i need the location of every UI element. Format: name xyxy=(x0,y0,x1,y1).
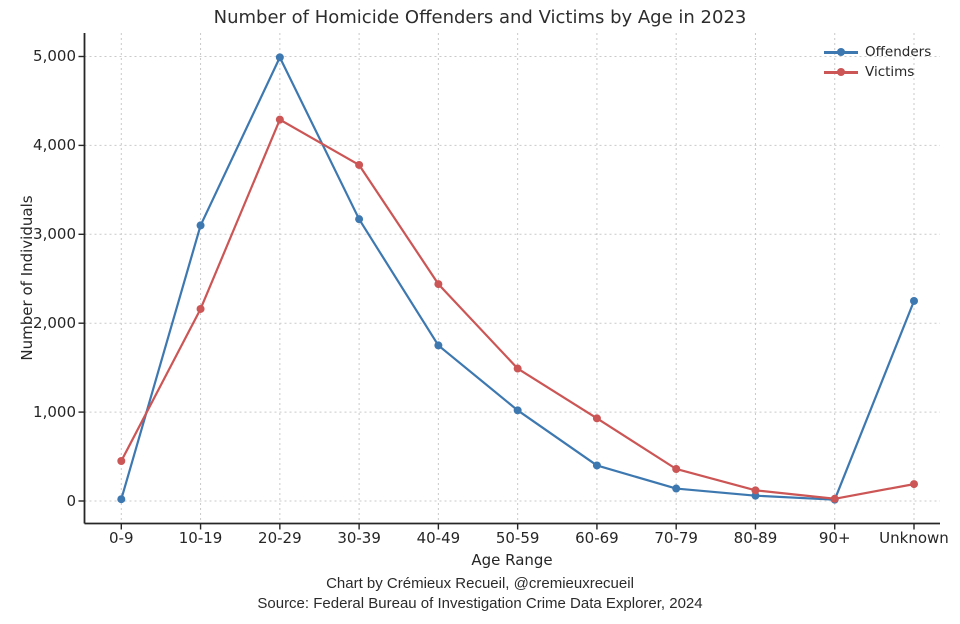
victims-marker xyxy=(196,304,205,313)
x-tick-label: 40-49 xyxy=(416,529,461,547)
x-tick-label: 30-39 xyxy=(337,529,381,547)
legend-label-victims: Victims xyxy=(865,64,915,80)
victims-marker xyxy=(672,464,681,473)
legend-label-offenders: Offenders xyxy=(865,44,932,60)
x-tick-label: 0-9 xyxy=(109,529,134,547)
x-tick-label: 80-89 xyxy=(733,529,778,547)
offenders-marker xyxy=(672,484,681,493)
victims-marker xyxy=(513,364,522,373)
offenders-marker xyxy=(513,406,522,415)
offenders-marker xyxy=(434,341,443,350)
credit-line: Chart by Crémieux Recueil, @cremieuxrecu… xyxy=(326,575,634,592)
offenders-line-marker-icon xyxy=(824,42,858,62)
x-tick-label: 20-29 xyxy=(258,529,302,547)
chart-title: Number of Homicide Offenders and Victims… xyxy=(213,7,747,28)
y-tick-label: 0 xyxy=(66,491,76,510)
legend-item-offenders: Offenders xyxy=(824,42,931,62)
victims-marker xyxy=(910,480,918,489)
y-tick-label: 1,000 xyxy=(33,402,76,421)
y-tick-label: 5,000 xyxy=(33,47,76,65)
x-axis-title: Age Range xyxy=(471,551,553,569)
y-tick-label: 3,000 xyxy=(33,224,76,243)
victims-line-marker-icon xyxy=(824,62,858,82)
offenders-marker xyxy=(910,296,918,305)
x-tick-label: Unknown xyxy=(879,529,949,547)
y-tick-label: 2,000 xyxy=(33,313,76,332)
victims-marker xyxy=(117,456,126,465)
source-line: Source: Federal Bureau of Investigation … xyxy=(257,595,703,612)
victims-marker xyxy=(830,494,839,503)
x-tick-label: 70-79 xyxy=(654,529,698,547)
legend-item-victims: Victims xyxy=(824,62,931,82)
chart-footer: Chart by Crémieux Recueil, @cremieuxrecu… xyxy=(0,574,960,614)
victims-marker xyxy=(275,115,284,124)
x-tick-label: 60-69 xyxy=(575,529,619,547)
y-tick-label: 4,000 xyxy=(33,135,76,154)
x-tick-label: 90+ xyxy=(818,529,851,547)
offenders-marker xyxy=(117,495,126,504)
victims-marker xyxy=(592,414,601,423)
offenders-marker xyxy=(592,461,601,470)
offenders-marker xyxy=(275,53,284,62)
victims-marker xyxy=(434,280,443,289)
offenders-marker xyxy=(355,215,364,224)
legend: Offenders Victims xyxy=(824,42,931,82)
victims-marker xyxy=(355,160,364,169)
x-tick-label: 10-19 xyxy=(178,529,223,547)
victims-marker xyxy=(751,486,760,495)
offenders-marker xyxy=(196,221,205,230)
x-tick-label: 50-59 xyxy=(495,529,540,547)
